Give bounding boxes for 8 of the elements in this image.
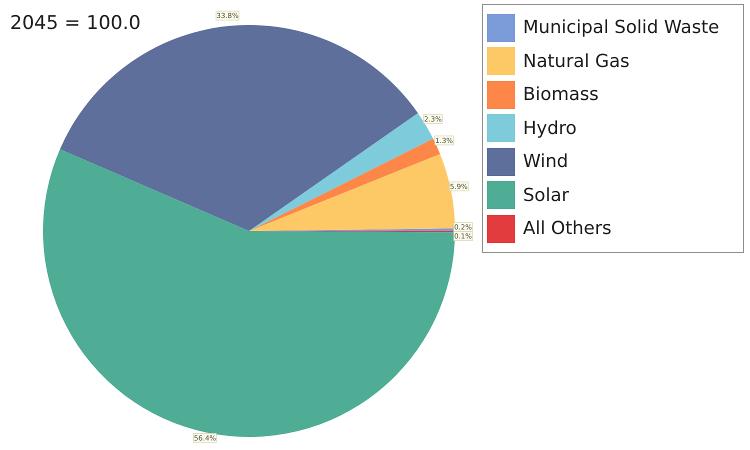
chart-title: 2045 = 100.0 bbox=[10, 12, 141, 34]
legend-label: Natural Gas bbox=[523, 50, 630, 72]
legend-label: All Others bbox=[523, 218, 612, 240]
legend-label: Wind bbox=[523, 151, 568, 172]
legend-label: Biomass bbox=[523, 84, 599, 106]
legend-label: Municipal Solid Waste bbox=[523, 17, 720, 38]
legend-label: Solar bbox=[523, 184, 569, 206]
legend-label: Hydro bbox=[523, 118, 577, 139]
